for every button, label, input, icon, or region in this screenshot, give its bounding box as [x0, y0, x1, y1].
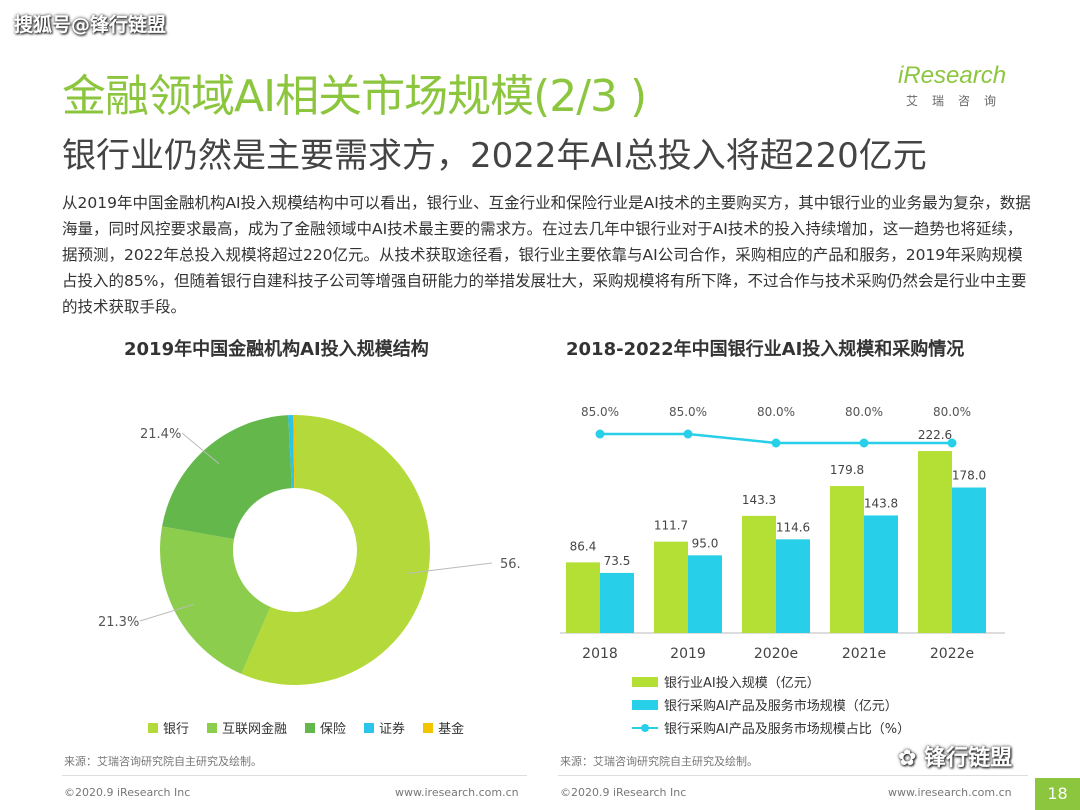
x-tick-label-2: 2020e [754, 646, 798, 662]
bar-purchase-0 [600, 572, 634, 633]
x-tick-label-3: 2021e [842, 646, 886, 662]
wechat-icon: ✿ [898, 746, 917, 771]
donut-slice-0 [241, 415, 430, 685]
share-label-1: 85.0% [669, 405, 707, 419]
bar-invest-label-1: 111.7 [654, 519, 688, 533]
donut-slice-1 [160, 526, 271, 674]
share-label-2: 80.0% [757, 405, 795, 419]
bar-invest-4 [918, 451, 952, 633]
bar-purchase-label-4: 178.0 [952, 469, 986, 483]
x-tick-label-1: 2019 [670, 646, 706, 662]
x-tick-label-4: 2022e [930, 646, 974, 662]
bar-purchase-4 [952, 487, 986, 633]
bar-invest-2 [742, 515, 776, 633]
legend-label: 证券 [379, 722, 406, 737]
logo-brand-sub: 艾瑞咨询 [906, 94, 1011, 108]
donut-chart-title: 2019年中国金融机构AI投入规模结构 [124, 339, 429, 360]
bar-legend-item-0: 银行业AI投入规模（亿元） [632, 672, 910, 691]
watermark: 搜狐号@锋行链盟 [14, 14, 167, 36]
legend-label: 基金 [438, 722, 465, 737]
source-note-left: 来源：艾瑞咨询研究院自主研究及绘制。 [64, 755, 262, 768]
donut-slice-3 [288, 415, 295, 489]
legend-swatch [364, 722, 375, 733]
legend-label: 银行业AI投入规模（亿元） [664, 676, 820, 691]
legend-label: 保险 [320, 722, 347, 737]
source-note-right: 来源：艾瑞咨询研究院自主研究及绘制。 [560, 755, 758, 768]
x-tick-label-0: 2018 [582, 646, 618, 662]
donut-legend-item-0: 银行 [148, 718, 189, 737]
legend-swatch [632, 676, 658, 687]
share-label-0: 85.0% [581, 405, 619, 419]
bar-purchase-3 [864, 515, 898, 633]
bar-purchase-label-1: 95.0 [692, 536, 719, 550]
donut-leader-0 [407, 562, 493, 574]
donut-legend-item-1: 互联网金融 [207, 718, 287, 737]
legend-label: 银行采购AI产品及服务市场规模（亿元） [664, 699, 898, 714]
bar-invest-0 [566, 562, 600, 633]
bar-invest-label-0: 86.4 [570, 539, 597, 553]
page-number: 18 [1035, 778, 1080, 810]
footer-divider-right [558, 775, 1028, 776]
bar-invest-1 [654, 541, 688, 633]
donut-leader-2 [181, 432, 220, 465]
page-title: 金融领域AI相关市场规模(2/3 ) [62, 71, 647, 122]
legend-swatch [423, 722, 434, 733]
legend-label: 互联网金融 [222, 722, 288, 737]
donut-legend-item-2: 保险 [305, 718, 346, 737]
donut-leader-1 [139, 603, 194, 622]
donut-legend: 银行 互联网金融 保险 证券 基金 [148, 718, 464, 737]
donut-slice-4 [293, 415, 295, 489]
bar-purchase-label-0: 73.5 [604, 554, 631, 568]
bar-purchase-2 [776, 539, 810, 633]
bar-legend-item-2: 银行采购AI产品及服务市场规模占比（%） [632, 718, 910, 737]
iresearch-logo: iResearch 艾瑞咨询 [898, 62, 1023, 120]
share-point-4 [947, 438, 957, 448]
logo-brand: iResearch [898, 62, 1007, 89]
share-point-1 [683, 429, 693, 439]
legend-swatch [305, 722, 316, 733]
copyright-right: ©2020.9 iResearch Inc [560, 786, 687, 799]
donut-legend-item-4: 基金 [423, 718, 464, 737]
donut-label-0: 56.5% [500, 557, 520, 572]
legend-swatch [632, 699, 658, 710]
wechat-watermark: ✿ 锋行链盟 [898, 740, 1012, 772]
bar-purchase-label-3: 143.8 [864, 496, 898, 510]
share-point-2 [771, 438, 781, 448]
bar-purchase-label-2: 114.6 [776, 520, 810, 534]
body-paragraph: 从2019年中国金融机构AI投入规模结构中可以看出，银行业、互金行业和保险行业是… [62, 194, 1031, 316]
bar-invest-label-4: 222.6 [918, 428, 952, 442]
bar-invest-label-2: 143.3 [742, 493, 776, 507]
bar-legend-item-1: 银行采购AI产品及服务市场规模（亿元） [632, 695, 910, 714]
bar-invest-label-3: 179.8 [830, 463, 864, 477]
share-point-0 [595, 429, 605, 439]
donut-chart: 56.5% 21.3% 21.4% [98, 415, 520, 685]
bar-invest-3 [830, 486, 864, 633]
legend-label: 银行 [163, 722, 190, 737]
legend-label: 银行采购AI产品及服务市场规模占比（%） [664, 722, 911, 737]
legend-swatch [207, 722, 218, 733]
donut-slice-2 [162, 415, 292, 540]
bar-legend: 银行业AI投入规模（亿元） 银行采购AI产品及服务市场规模（亿元） 银行采购AI产品… [632, 672, 910, 741]
url-right: www.iresearch.com.cn [888, 786, 1012, 799]
bar-chart-title: 2018-2022年中国银行业AI投入规模和采购情况 [566, 339, 965, 360]
donut-label-2: 21.4% [140, 427, 181, 442]
legend-swatch [632, 723, 658, 733]
donut-label-1: 21.3% [98, 615, 139, 630]
wechat-name: 锋行链盟 [924, 746, 1013, 771]
footer-divider-left [62, 775, 527, 776]
copyright-left: ©2020.9 iResearch Inc [64, 786, 191, 799]
share-label-3: 80.0% [845, 405, 883, 419]
page-subtitle: 银行业仍然是主要需求方，2022年AI总投入将超220亿元 [62, 136, 927, 176]
legend-swatch [148, 722, 158, 733]
url-left: www.iresearch.com.cn [395, 786, 519, 799]
donut-legend-item-3: 证券 [364, 718, 405, 737]
bar-purchase-1 [688, 555, 722, 633]
share-point-3 [859, 438, 869, 448]
share-label-4: 80.0% [933, 405, 971, 419]
